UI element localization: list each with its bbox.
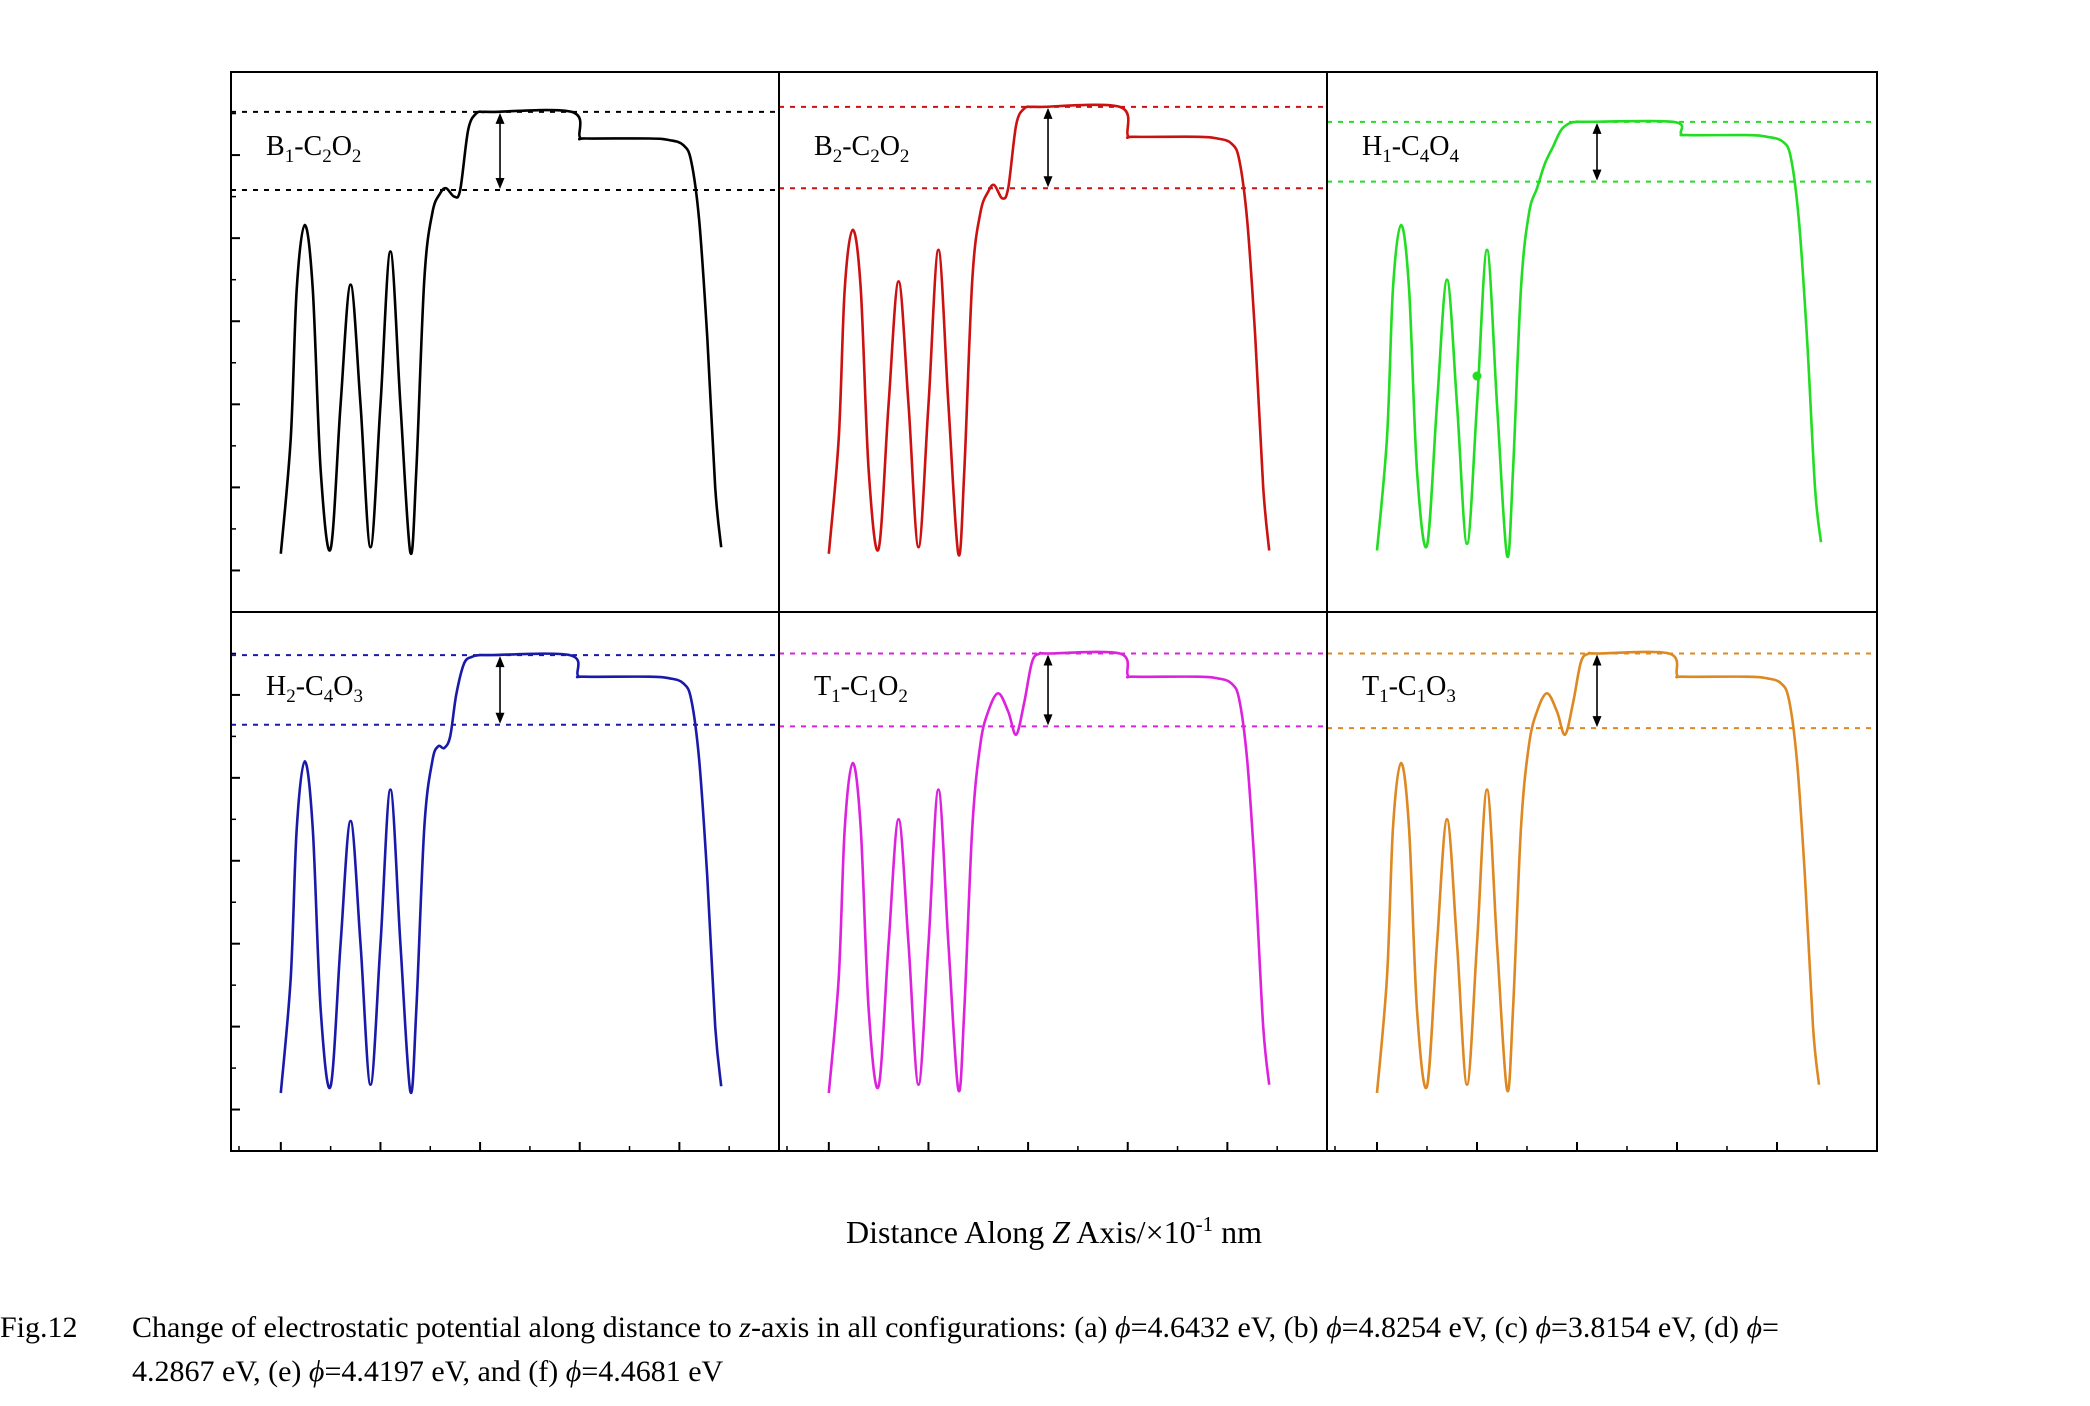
panel-a: B1-C2O2 <box>230 71 780 613</box>
potential-curve <box>279 652 723 1095</box>
arrow-head-up <box>1043 107 1053 119</box>
panel-d: H2-C4O3 <box>230 611 780 1152</box>
caption-text-part: =4.8254 eV, (c) <box>1341 1311 1536 1344</box>
label-part: 2 <box>322 146 332 167</box>
label-part: 2 <box>833 146 843 167</box>
label-part: 1 <box>1379 686 1389 707</box>
label-part: -C <box>294 131 322 162</box>
x-axis-title-part: -1 <box>1196 1212 1214 1236</box>
label-part: O <box>333 671 353 702</box>
x-axis-title-part: Z <box>1052 1214 1071 1250</box>
label-part: B <box>814 131 833 162</box>
arrow-head-up <box>1592 654 1602 666</box>
panel-f: T1-C1O3 <box>1326 611 1878 1152</box>
label-part: 1 <box>1382 146 1392 167</box>
panel-e: T1-C1O2 <box>778 611 1328 1152</box>
caption-text-part: =3.8154 eV, (d) <box>1550 1311 1747 1344</box>
caption-text-part: ϕ <box>1115 1311 1131 1344</box>
potential-curve <box>279 108 723 556</box>
x-axis-title-part: nm <box>1213 1214 1262 1250</box>
panel-frame <box>1326 611 1878 1152</box>
label-part: 1 <box>1417 686 1427 707</box>
label-part: 2 <box>870 146 880 167</box>
configuration-label: H2-C4O3 <box>266 671 363 707</box>
label-part: -C <box>842 131 870 162</box>
caption-text-part: -axis in all configurations: (a) <box>750 1311 1116 1344</box>
configuration-label: T1-C1O3 <box>1362 671 1456 707</box>
caption-text-part: =4.4681 eV <box>581 1355 724 1388</box>
caption-text-part: =4.4197 eV, and (f) <box>324 1355 566 1388</box>
caption-line-1: Change of electrostatic potential along … <box>132 1306 1779 1350</box>
caption-number: Fig.12 <box>0 1311 78 1344</box>
caption-text-part: ϕ <box>565 1355 582 1388</box>
arrow-head-up <box>1043 654 1053 666</box>
label-part: 2 <box>900 146 910 167</box>
configuration-label: B2-C2O2 <box>814 131 909 167</box>
label-part: O <box>332 131 352 162</box>
configuration-label: T1-C1O2 <box>814 671 908 707</box>
label-part: 3 <box>1446 686 1456 707</box>
label-part: 4 <box>1449 146 1459 167</box>
label-part: 4 <box>1420 146 1430 167</box>
configuration-label: B1-C2O2 <box>266 131 361 167</box>
caption-text-part: 4.2867 eV, (e) <box>132 1355 309 1388</box>
label-part: T <box>1362 671 1379 702</box>
x-axis-title: Distance Along Z Axis/×10-1 nm <box>846 1212 1262 1250</box>
caption-text-part: ϕ <box>1535 1311 1551 1344</box>
label-part: -C <box>1392 131 1420 162</box>
caption-text-part: z <box>739 1311 751 1344</box>
arrow-head-down <box>1592 716 1602 728</box>
caption-text-part: Change of electrostatic potential along … <box>132 1311 740 1344</box>
caption-text-part: ϕ <box>1746 1311 1763 1344</box>
caption-line-2: 4.2867 eV, (e) ϕ=4.4197 eV, and (f) ϕ=4.… <box>132 1350 723 1394</box>
label-part: H <box>266 671 286 702</box>
panel-b: B2-C2O2 <box>778 71 1328 613</box>
arrow-head-down <box>1592 169 1602 181</box>
label-part: 2 <box>898 686 908 707</box>
arrow-head-down <box>1043 176 1053 188</box>
label-part: O <box>1426 671 1446 702</box>
label-part: O <box>880 131 900 162</box>
potential-curve <box>1375 650 1821 1094</box>
label-part: 1 <box>831 686 841 707</box>
label-part: H <box>1362 131 1382 162</box>
x-axis-title-part: Axis/×10 <box>1070 1214 1196 1250</box>
arrow-head-up <box>495 656 505 668</box>
x-axis-title-part: Distance Along <box>846 1214 1052 1250</box>
arrow-head-up <box>1592 122 1602 134</box>
figure-caption: Fig.12 Change of electrostatic potential… <box>0 1306 2090 1406</box>
label-part: 2 <box>286 686 296 707</box>
caption-text-part: =4.6432 eV, (b) <box>1130 1311 1327 1344</box>
potential-curve <box>827 103 1271 557</box>
label-part: -C <box>1389 671 1417 702</box>
panel-c: H1-C4O4 <box>1326 71 1878 613</box>
caption-text-part: = <box>1762 1311 1779 1344</box>
arrow-head-up <box>495 112 505 124</box>
data-marker-point <box>1472 371 1482 381</box>
label-part: -C <box>841 671 869 702</box>
potential-curve <box>1375 119 1823 559</box>
potential-curve <box>827 650 1271 1094</box>
arrow-head-down <box>495 712 505 724</box>
label-part: T <box>814 671 831 702</box>
arrow-head-down <box>1043 714 1053 726</box>
label-part: O <box>878 671 898 702</box>
caption-text-part: ϕ <box>1326 1311 1342 1344</box>
label-part: 4 <box>324 686 334 707</box>
label-part: O <box>1429 131 1449 162</box>
label-part: 3 <box>353 686 363 707</box>
caption-text-part: ϕ <box>308 1355 325 1388</box>
arrow-head-down <box>495 177 505 189</box>
label-part: 1 <box>285 146 295 167</box>
label-part: B <box>266 131 285 162</box>
configuration-label: H1-C4O4 <box>1362 131 1459 167</box>
label-part: 2 <box>352 146 362 167</box>
label-part: -C <box>296 671 324 702</box>
label-part: 1 <box>869 686 879 707</box>
